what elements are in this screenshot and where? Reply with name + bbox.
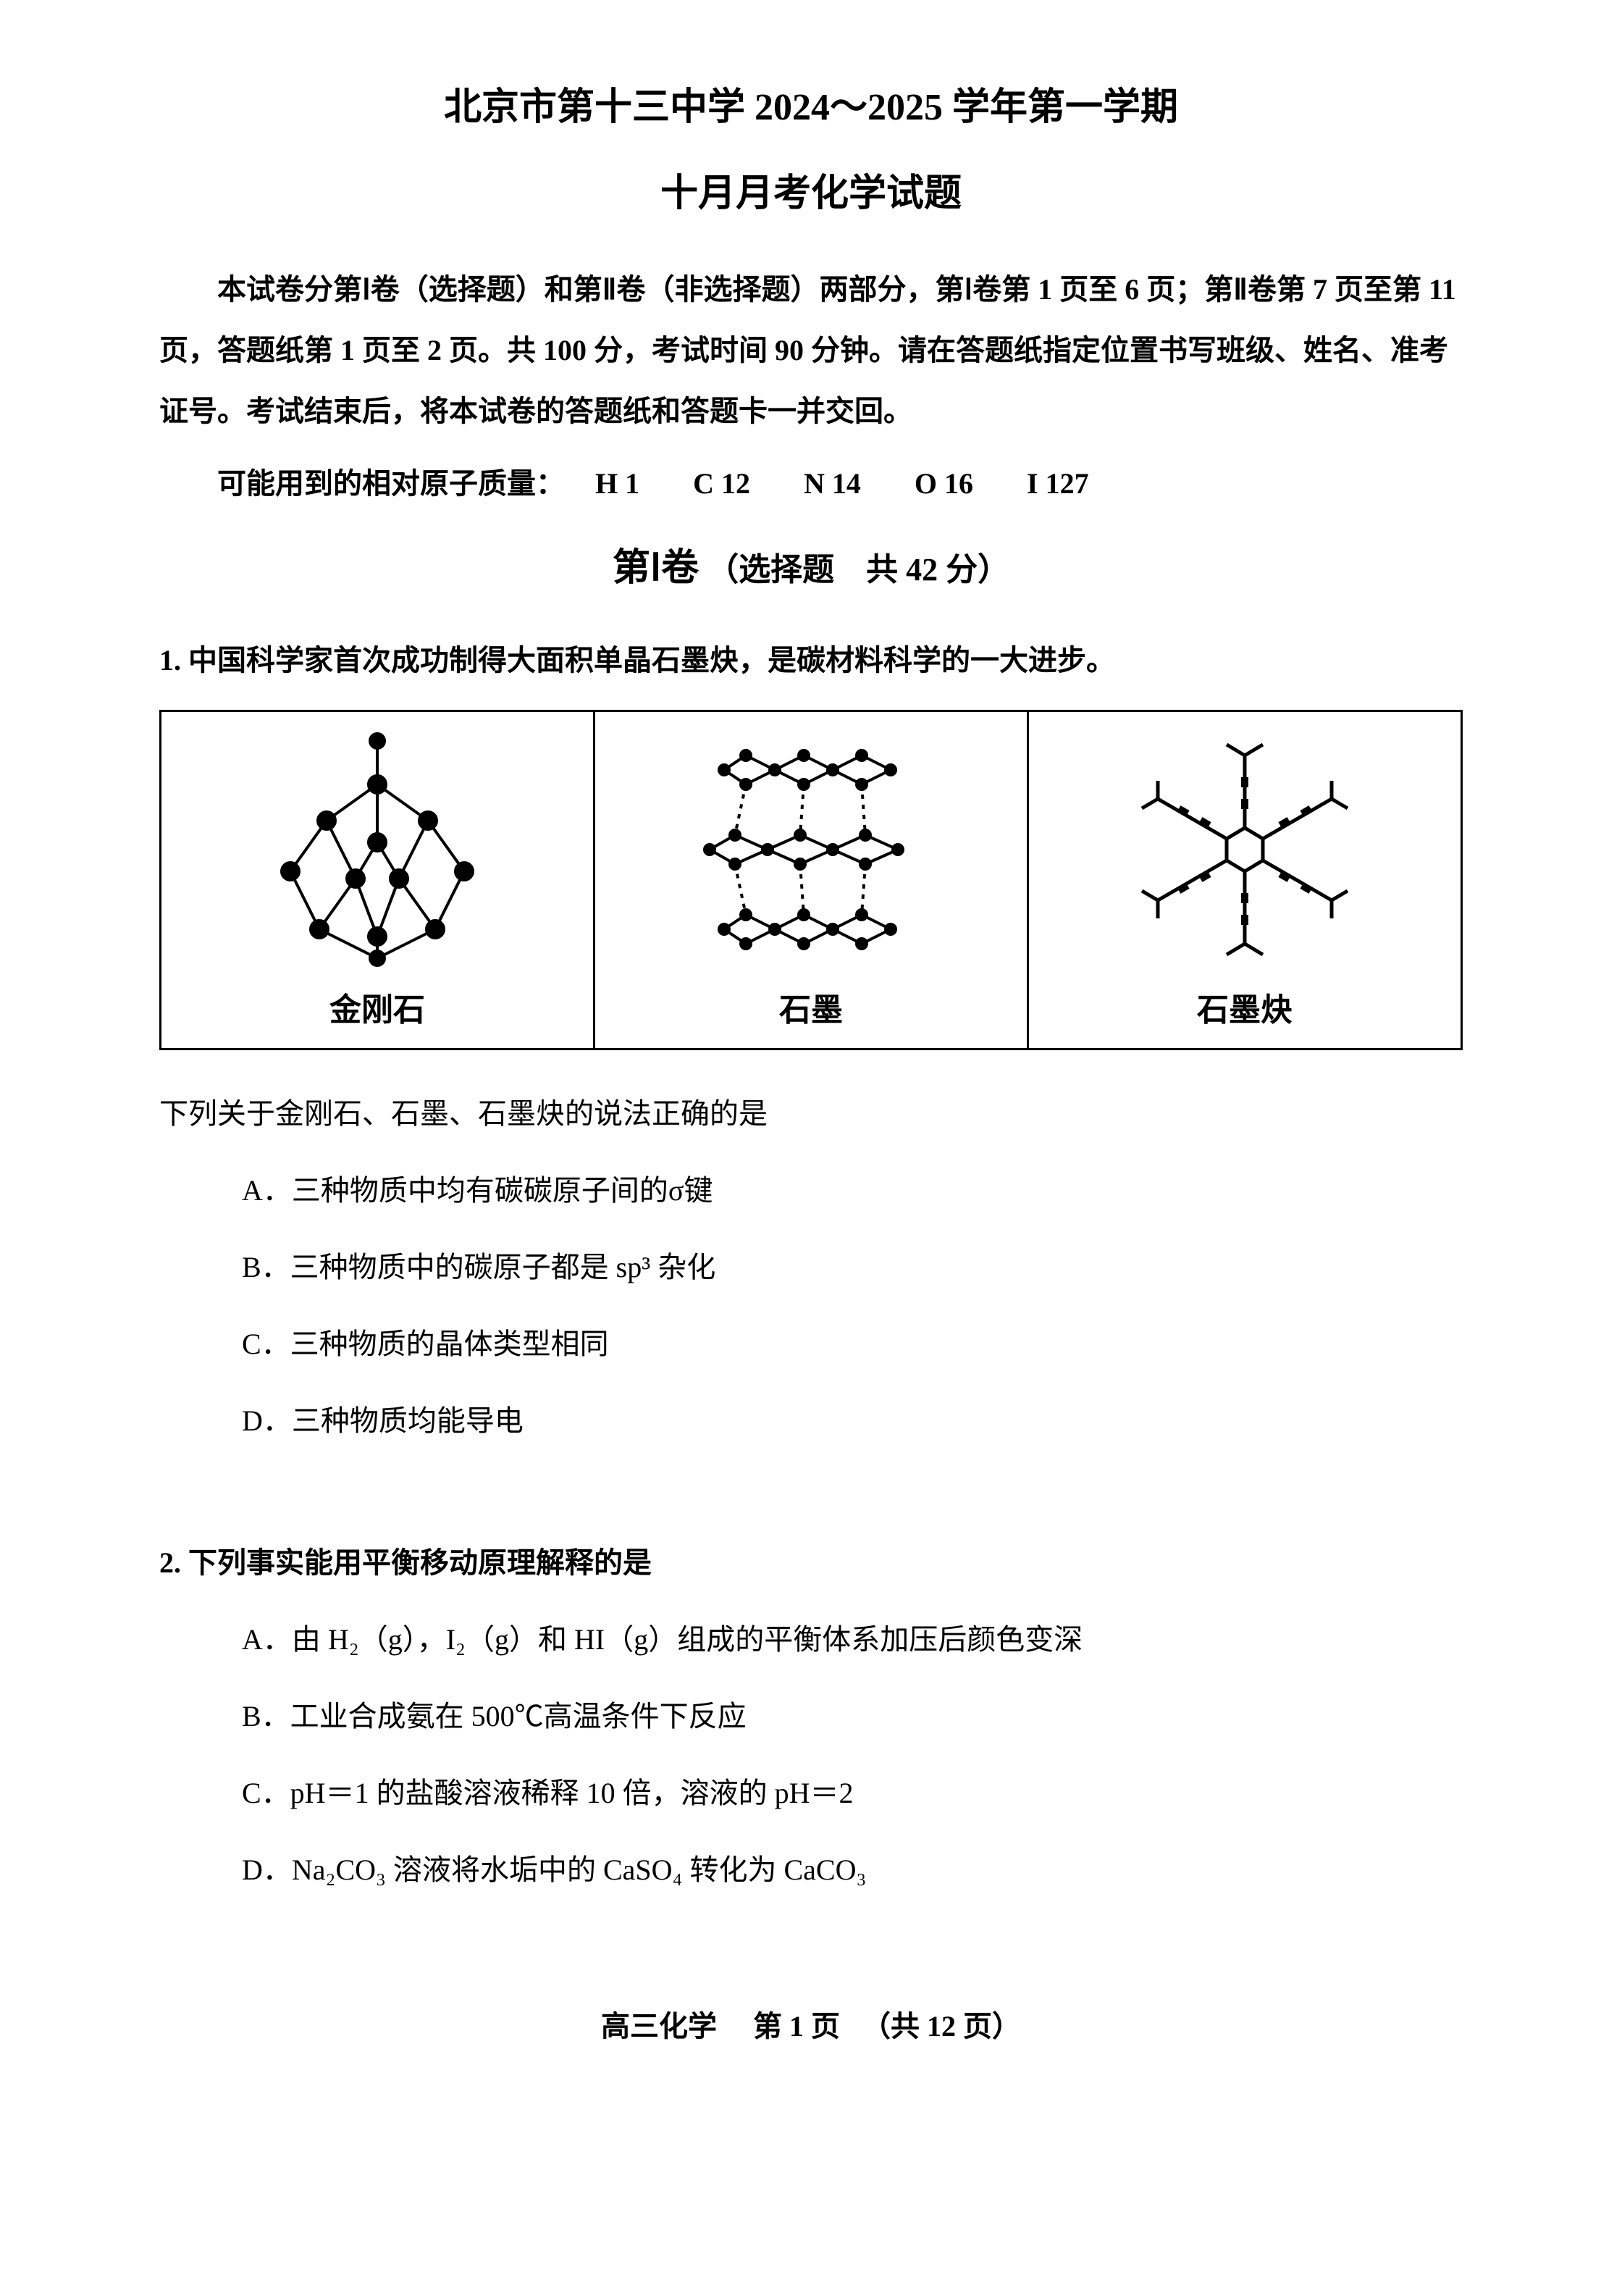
q2-option-d: D．Na₂CO₃ 溶液将水垢中的 CaSO₄ 转化为 CaCO₃ — [242, 1843, 1463, 1898]
figure-graphite-caption: 石墨 — [779, 980, 843, 1041]
atomic-mass-item: I 127 — [1027, 467, 1089, 500]
atomic-mass-item: C 12 — [693, 467, 750, 500]
section1-heading-main: 第Ⅰ卷 — [613, 548, 699, 589]
q1-number: 1. — [159, 644, 181, 676]
q2-options: A．由 H₂（g），I₂（g）和 HI（g）组成的平衡体系加压后颜色变深 B．工… — [159, 1612, 1463, 1898]
q2-stem-text: 下列事实能用平衡移动原理解释的是 — [188, 1546, 652, 1579]
q2-option-c: C．pH＝1 的盐酸溶液稀释 10 倍，溶液的 pH＝2 — [242, 1766, 1463, 1821]
q1-option-b: B．三种物质中的碳原子都是 sp³ 杂化 — [242, 1240, 1463, 1295]
footer-total: （共 12 页） — [862, 2010, 1021, 2042]
q1-stem-text: 中国科学家首次成功制得大面积单晶石墨炔，是碳材料科学的一大进步。 — [188, 644, 1115, 676]
figure-diamond: 金刚石 — [161, 712, 595, 1048]
q2-option-b: B．工业合成氨在 500℃高温条件下反应 — [242, 1689, 1463, 1744]
q2-option-a: A．由 H₂（g），I₂（g）和 HI（g）组成的平衡体系加压后颜色变深 — [242, 1612, 1463, 1667]
q1-figure-row: 金刚石 — [159, 710, 1463, 1050]
footer-page: 第 1 页 — [753, 2010, 840, 2042]
q1-stem: 1. 中国科学家首次成功制得大面积单晶石墨炔，是碳材料科学的一大进步。 — [159, 633, 1463, 688]
exam-instructions: 本试卷分第Ⅰ卷（选择题）和第Ⅱ卷（非选择题）两部分，第Ⅰ卷第 1 页至 6 页；… — [159, 259, 1463, 442]
atomic-mass-item: N 14 — [804, 467, 861, 500]
section1-heading-sub: （选择题 共 42 分） — [707, 552, 1009, 587]
atomic-mass-item: O 16 — [915, 467, 973, 500]
q1-options: A．三种物质中均有碳碳原子间的σ键 B．三种物质中的碳原子都是 sp³ 杂化 C… — [159, 1163, 1463, 1449]
q2-number: 2. — [159, 1546, 181, 1579]
figure-graphite: 石墨 — [595, 712, 1029, 1048]
footer-subject: 高三化学 — [601, 2010, 717, 2042]
q1-option-a: A．三种物质中均有碳碳原子间的σ键 — [242, 1163, 1463, 1218]
atomic-mass-item: H 1 — [595, 467, 639, 500]
q1-option-c: C．三种物质的晶体类型相同 — [242, 1317, 1463, 1372]
page-title-line2: 十月月考化学试题 — [159, 159, 1463, 230]
figure-diamond-caption: 金刚石 — [329, 980, 425, 1041]
graphite-layers-icon — [681, 726, 941, 973]
atomic-mass-label: 可能用到的相对原子质量： — [217, 467, 565, 500]
atomic-mass-line: 可能用到的相对原子质量： H 1 C 12 N 14 O 16 I 127 — [159, 456, 1463, 511]
q1-sub-stem: 下列关于金刚石、石墨、石墨炔的说法正确的是 — [159, 1086, 1463, 1141]
q1-option-d: D．三种物质均能导电 — [242, 1394, 1463, 1449]
section1-heading: 第Ⅰ卷 （选择题 共 42 分） — [159, 533, 1463, 605]
page-title-line1: 北京市第十三中学 2024～2025 学年第一学期 — [159, 72, 1463, 144]
figure-graphdiyne: 石墨炔 — [1029, 712, 1461, 1048]
figure-graphdiyne-caption: 石墨炔 — [1197, 980, 1293, 1041]
page-footer: 高三化学 第 1 页 （共 12 页） — [159, 1999, 1463, 2054]
q2-stem: 2. 下列事实能用平衡移动原理解释的是 — [159, 1535, 1463, 1591]
graphdiyne-net-icon — [1114, 726, 1375, 973]
diamond-structure-icon — [247, 726, 508, 973]
